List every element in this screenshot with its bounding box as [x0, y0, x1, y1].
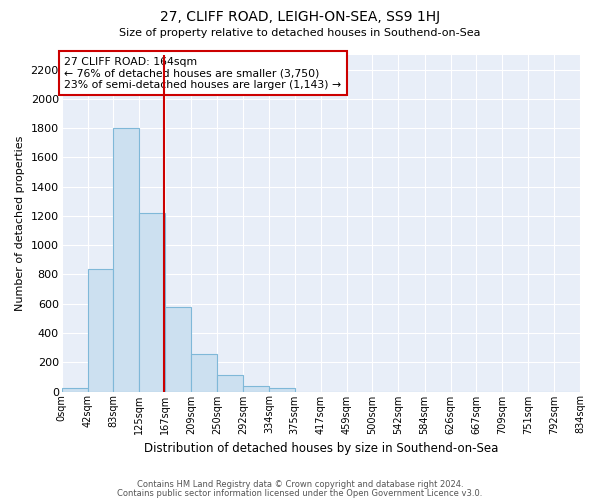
X-axis label: Distribution of detached houses by size in Southend-on-Sea: Distribution of detached houses by size …	[143, 442, 498, 455]
Bar	[191, 354, 217, 392]
Bar	[269, 388, 295, 392]
Text: Contains public sector information licensed under the Open Government Licence v3: Contains public sector information licen…	[118, 488, 482, 498]
Text: Size of property relative to detached houses in Southend-on-Sea: Size of property relative to detached ho…	[119, 28, 481, 38]
Bar	[217, 374, 243, 392]
Bar	[139, 213, 166, 392]
Text: 27, CLIFF ROAD, LEIGH-ON-SEA, SS9 1HJ: 27, CLIFF ROAD, LEIGH-ON-SEA, SS9 1HJ	[160, 10, 440, 24]
Text: Contains HM Land Registry data © Crown copyright and database right 2024.: Contains HM Land Registry data © Crown c…	[137, 480, 463, 489]
Bar	[88, 268, 113, 392]
Bar	[166, 306, 191, 392]
Bar	[113, 128, 139, 392]
Bar	[243, 386, 269, 392]
Text: 27 CLIFF ROAD: 164sqm
← 76% of detached houses are smaller (3,750)
23% of semi-d: 27 CLIFF ROAD: 164sqm ← 76% of detached …	[64, 56, 341, 90]
Bar	[62, 388, 88, 392]
Y-axis label: Number of detached properties: Number of detached properties	[15, 136, 25, 311]
